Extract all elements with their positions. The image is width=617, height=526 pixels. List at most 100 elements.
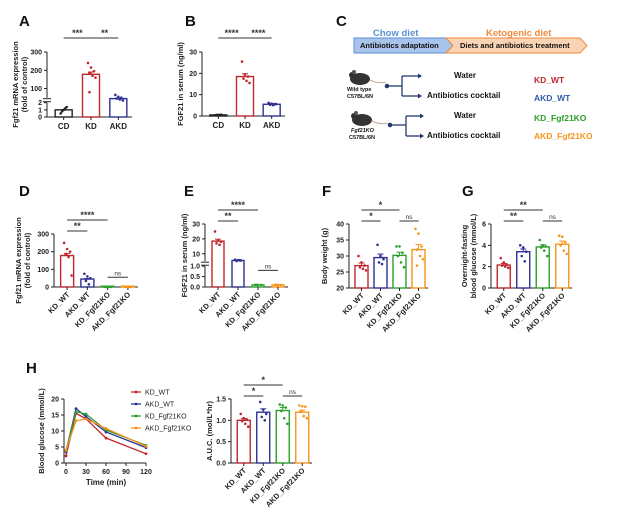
series-point-akd-fgf21ko bbox=[74, 419, 78, 423]
data-point bbox=[235, 259, 238, 263]
data-point bbox=[94, 76, 97, 79]
treatment-antibiotics-2: Antibiotics cocktail bbox=[427, 131, 501, 140]
data-point bbox=[274, 102, 278, 106]
data-point bbox=[245, 418, 249, 421]
data-point bbox=[60, 109, 64, 113]
y-tick-label: 0 bbox=[38, 115, 42, 122]
data-point bbox=[240, 419, 244, 423]
series-point-akd-wt bbox=[104, 430, 108, 434]
y-tick-label: 10 bbox=[189, 92, 197, 99]
y-tick-label: 20 bbox=[51, 397, 59, 404]
data-point bbox=[557, 234, 561, 238]
branch-arrow-2 bbox=[387, 113, 424, 139]
panel-letter-a: A bbox=[19, 13, 30, 30]
legend-marker-akd-fgf21ko bbox=[134, 426, 138, 430]
significance-label: **** bbox=[231, 200, 246, 210]
data-point bbox=[402, 265, 406, 269]
data-point bbox=[503, 265, 507, 268]
legend-label-akd-fgf21ko: AKD_Fgf21KO bbox=[145, 426, 192, 433]
data-point bbox=[121, 99, 125, 102]
data-point bbox=[303, 405, 307, 408]
series-point-akd-wt bbox=[84, 415, 88, 418]
bar-akd bbox=[109, 97, 128, 118]
y-axis-label-line2: (fold of control) bbox=[20, 56, 29, 112]
data-point bbox=[521, 246, 525, 249]
data-point bbox=[215, 113, 219, 117]
y-axis-label-line2: (fold of control) bbox=[23, 232, 32, 288]
data-point bbox=[243, 422, 247, 426]
data-point bbox=[363, 264, 366, 267]
significance-label: **** bbox=[225, 28, 240, 38]
data-point bbox=[284, 406, 288, 409]
data-point bbox=[282, 416, 286, 420]
data-point bbox=[279, 409, 283, 413]
significance-label: ** bbox=[101, 28, 109, 38]
x-tick-label: 0 bbox=[64, 469, 68, 476]
significance-label: ns bbox=[289, 389, 297, 396]
significance-label: *** bbox=[72, 28, 83, 38]
panel-letter-g: G bbox=[462, 183, 474, 200]
significance-label: ns bbox=[549, 214, 557, 221]
significance-label: **** bbox=[80, 210, 95, 220]
chart-a-fgf21-mrna: 012 100 200 300 Fgf21 mRNA expression (fold o… bbox=[11, 28, 132, 131]
y-tick-label: 1 bbox=[38, 107, 42, 114]
treatment-water-1: Water bbox=[454, 71, 476, 80]
panel-letter-d: D bbox=[19, 183, 30, 200]
data-point bbox=[305, 416, 309, 420]
significance-label: ** bbox=[510, 211, 518, 221]
series-point-akd-fgf21ko bbox=[64, 448, 68, 452]
legend-label-akd-wt: AKD_WT bbox=[145, 402, 175, 409]
series-line-akd-fgf21ko bbox=[65, 418, 147, 451]
mouse-icon bbox=[351, 111, 389, 126]
panel-letter-h: H bbox=[26, 360, 37, 377]
data-point bbox=[398, 245, 401, 248]
bar-akd-wt bbox=[256, 411, 271, 464]
data-point bbox=[499, 256, 503, 260]
data-point bbox=[401, 251, 404, 255]
bar-kd-wt bbox=[59, 254, 75, 288]
y-tick-label: 30 bbox=[192, 222, 200, 229]
data-point bbox=[246, 425, 250, 429]
data-point bbox=[218, 243, 221, 247]
bar-akd-fgf21ko bbox=[411, 248, 426, 289]
legend-marker-akd-wt bbox=[134, 402, 138, 406]
data-point bbox=[285, 422, 289, 426]
y-axis-label-line1: Overnight-fasting bbox=[460, 224, 469, 287]
y-tick-label: 100 bbox=[30, 86, 42, 93]
bar-akd bbox=[262, 103, 281, 117]
bar-akd-wt bbox=[373, 256, 388, 289]
data-point bbox=[258, 400, 262, 404]
data-point bbox=[107, 285, 111, 289]
y-tick-label: 10 bbox=[192, 251, 200, 258]
y-tick-label: 0.0 bbox=[216, 461, 226, 468]
data-point bbox=[86, 61, 90, 65]
data-point bbox=[261, 408, 265, 411]
panel-letter-b: B bbox=[185, 13, 196, 30]
data-point bbox=[502, 261, 506, 264]
y-tick-label: 0 bbox=[482, 286, 486, 293]
data-point bbox=[246, 75, 250, 78]
data-point bbox=[216, 239, 220, 242]
data-point bbox=[213, 230, 217, 233]
y-tick-label: 300 bbox=[37, 232, 49, 239]
data-point bbox=[379, 254, 382, 258]
bar-kd-wt bbox=[211, 240, 225, 288]
bar-kd-fgf21ko bbox=[275, 409, 290, 464]
significance-label: ns bbox=[406, 214, 414, 221]
chart-b-fgf21-serum: 0 10 20 30 FGF21 in serum (ng/ml) CD KD AKD ****… bbox=[176, 28, 285, 130]
y-tick-label: 2 bbox=[38, 100, 42, 107]
bar-kd bbox=[81, 73, 101, 118]
data-point bbox=[120, 96, 123, 99]
data-point bbox=[281, 404, 285, 407]
panel-letter-f: F bbox=[322, 183, 332, 200]
data-point bbox=[83, 272, 86, 276]
data-point bbox=[377, 261, 381, 264]
data-point bbox=[128, 285, 131, 289]
y-axis-label: FGF21 in serum (ng/ml) bbox=[176, 42, 185, 126]
data-point bbox=[68, 250, 72, 253]
significance-label: * bbox=[261, 375, 265, 385]
panel-letter-e: E bbox=[184, 183, 195, 200]
data-point bbox=[299, 410, 303, 414]
x-tick-label: CD bbox=[58, 122, 70, 131]
data-point bbox=[89, 276, 92, 280]
